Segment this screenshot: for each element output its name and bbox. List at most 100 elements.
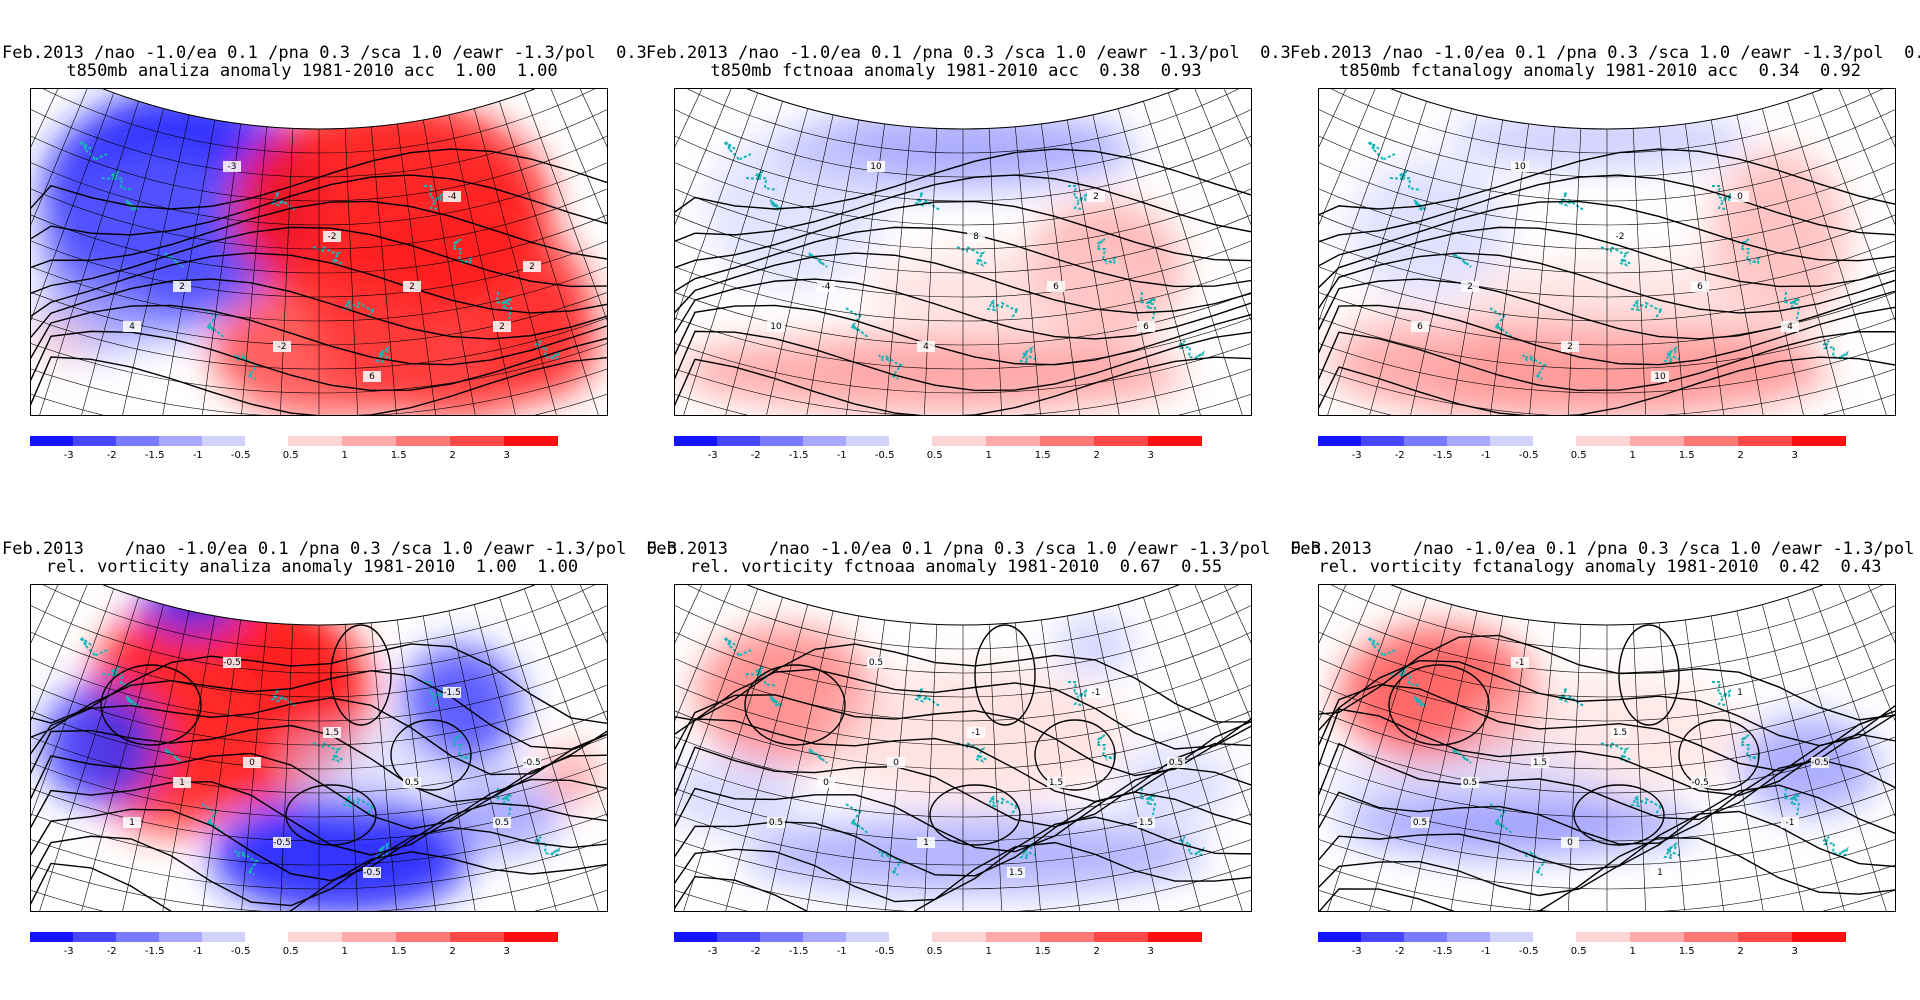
panel-title: Feb.2013 /nao -1.0/ea 0.1 /pna 0.3 /sca … xyxy=(1290,43,1920,63)
legend-swatch xyxy=(1361,932,1404,942)
legend-swatch xyxy=(674,932,717,942)
contour-label: 1.5 xyxy=(1009,868,1023,878)
coastline xyxy=(1558,687,1584,706)
contour-label-bg xyxy=(273,837,291,848)
longitude-line xyxy=(474,108,568,415)
contour-label: -3 xyxy=(228,162,237,172)
map-plot: 0.5 -1 1.5 0 -1 1 1.5 0.5 1.5 0.5 0 xyxy=(675,585,1251,911)
longitude-line xyxy=(1319,597,1427,911)
anomaly-area xyxy=(31,319,91,359)
coastline xyxy=(956,245,988,267)
contour xyxy=(1319,252,1895,324)
contour xyxy=(31,148,607,220)
contour-label-bg xyxy=(887,757,905,768)
legend-swatch xyxy=(1684,932,1738,942)
contour-labels: -0.5 1.5 0.5 1 -1.5 -0.5 0.5 1 -0.5 -0.5 0 xyxy=(123,657,541,878)
coastline xyxy=(986,299,1021,320)
longitude-line xyxy=(675,89,710,400)
longitude-line xyxy=(1860,585,1895,896)
coastline xyxy=(1068,185,1088,210)
longitude-line xyxy=(1319,92,1403,415)
coastline xyxy=(1095,238,1117,265)
longitude-line xyxy=(1014,126,1047,415)
contour-label: 1 xyxy=(1737,688,1743,698)
longitude-line xyxy=(1658,622,1691,911)
longitude-line xyxy=(1118,108,1212,415)
longitude-line xyxy=(499,597,607,911)
contour-label: 6 xyxy=(1143,322,1149,332)
legend-swatch xyxy=(342,436,396,446)
longitude-line xyxy=(920,128,938,415)
panel-subtitle: t850mb analiza anomaly 1981-2010 acc 1.0… xyxy=(66,61,558,81)
map-panel-t850-fctanalogy: Feb.2013 /nao -1.0/ea 0.1 /pna 0.3 /sca … xyxy=(1290,43,1920,504)
longitude-line xyxy=(1440,119,1504,415)
coastline xyxy=(101,169,134,191)
legend-swatch xyxy=(1576,932,1630,942)
map-panel-t850-analiza: Feb.2013 /nao -1.0/ea 0.1 /pna 0.3 /sca … xyxy=(2,44,647,504)
contour-label-bg xyxy=(323,231,341,242)
panel-subtitle: t850mb fctanalogy anomaly 1981-2010 acc … xyxy=(1339,61,1861,81)
legend-label: 0.5 xyxy=(1570,450,1587,461)
longitude-line xyxy=(31,92,115,415)
anomaly-area xyxy=(1329,309,1469,389)
coastline xyxy=(914,191,940,210)
legend-label: -1.5 xyxy=(788,450,809,461)
contour-label: 10 xyxy=(770,322,782,332)
closed-contour xyxy=(744,664,846,746)
coastline xyxy=(878,354,903,380)
sector-map: 10 8 6 -4 2 4 6 10 xyxy=(675,89,1251,415)
longitude-line xyxy=(31,585,90,911)
contour-label-bg xyxy=(1137,817,1155,828)
contour xyxy=(31,778,607,856)
contour-label: -2 xyxy=(328,232,337,242)
coastline xyxy=(534,340,561,361)
contour-label-bg xyxy=(523,261,541,272)
contour-label-bg xyxy=(1691,281,1709,292)
legend-label: -1.5 xyxy=(1432,450,1453,461)
legend-label: -1.5 xyxy=(144,450,165,461)
color-legend: -3 -2 -1.5 -1 -0.5 0.5 1 1.5 2 3 xyxy=(30,436,616,466)
coastline xyxy=(808,748,828,764)
contour xyxy=(31,330,607,402)
coastline xyxy=(125,199,139,211)
coastline xyxy=(1413,199,1427,211)
coastline xyxy=(845,307,870,339)
legend-swatch xyxy=(116,932,159,942)
legend-swatch xyxy=(1490,436,1533,446)
legend-swatch xyxy=(1630,436,1684,446)
map-frame: -0.5 1.5 0.5 1 -1.5 -0.5 0.5 1 -0.5 -0.5 0 xyxy=(30,584,608,912)
legend-label: -0.5 xyxy=(1518,450,1539,461)
longitude-line xyxy=(879,622,912,911)
contour-label: 2 xyxy=(409,282,415,292)
longitude-line xyxy=(1736,610,1816,911)
longitude-line xyxy=(193,123,241,415)
coastline xyxy=(1489,803,1514,835)
contour xyxy=(675,252,1251,324)
contour xyxy=(31,226,607,298)
anomaly-area xyxy=(441,775,561,855)
contour xyxy=(31,826,607,907)
contour-label: -1 xyxy=(1786,818,1795,828)
coastline xyxy=(342,299,377,320)
contour-label-bg xyxy=(1561,837,1579,848)
contour xyxy=(1319,659,1895,747)
contour xyxy=(31,697,607,776)
legend-swatch xyxy=(986,436,1040,446)
longitude-line xyxy=(370,126,403,415)
contour xyxy=(1319,733,1895,821)
longitude-line xyxy=(1092,114,1172,415)
longitude-line xyxy=(1216,585,1251,896)
longitude-line xyxy=(1118,604,1212,911)
legend-swatch xyxy=(159,932,202,942)
contour xyxy=(1319,634,1895,721)
coastline xyxy=(375,345,392,364)
contour-label: 6 xyxy=(1697,282,1703,292)
coastline xyxy=(723,141,752,162)
lat-lon-grid xyxy=(1319,89,1895,415)
anomaly-area xyxy=(865,249,1145,329)
contour-label: 1 xyxy=(129,818,135,828)
legend-swatch xyxy=(504,932,558,942)
legend-swatch xyxy=(932,932,986,942)
panel-title: Feb.2013 /nao -1.0/ea 0.1 /pna 0.3 /sca … xyxy=(2,539,678,559)
legend-swatch xyxy=(674,436,717,446)
